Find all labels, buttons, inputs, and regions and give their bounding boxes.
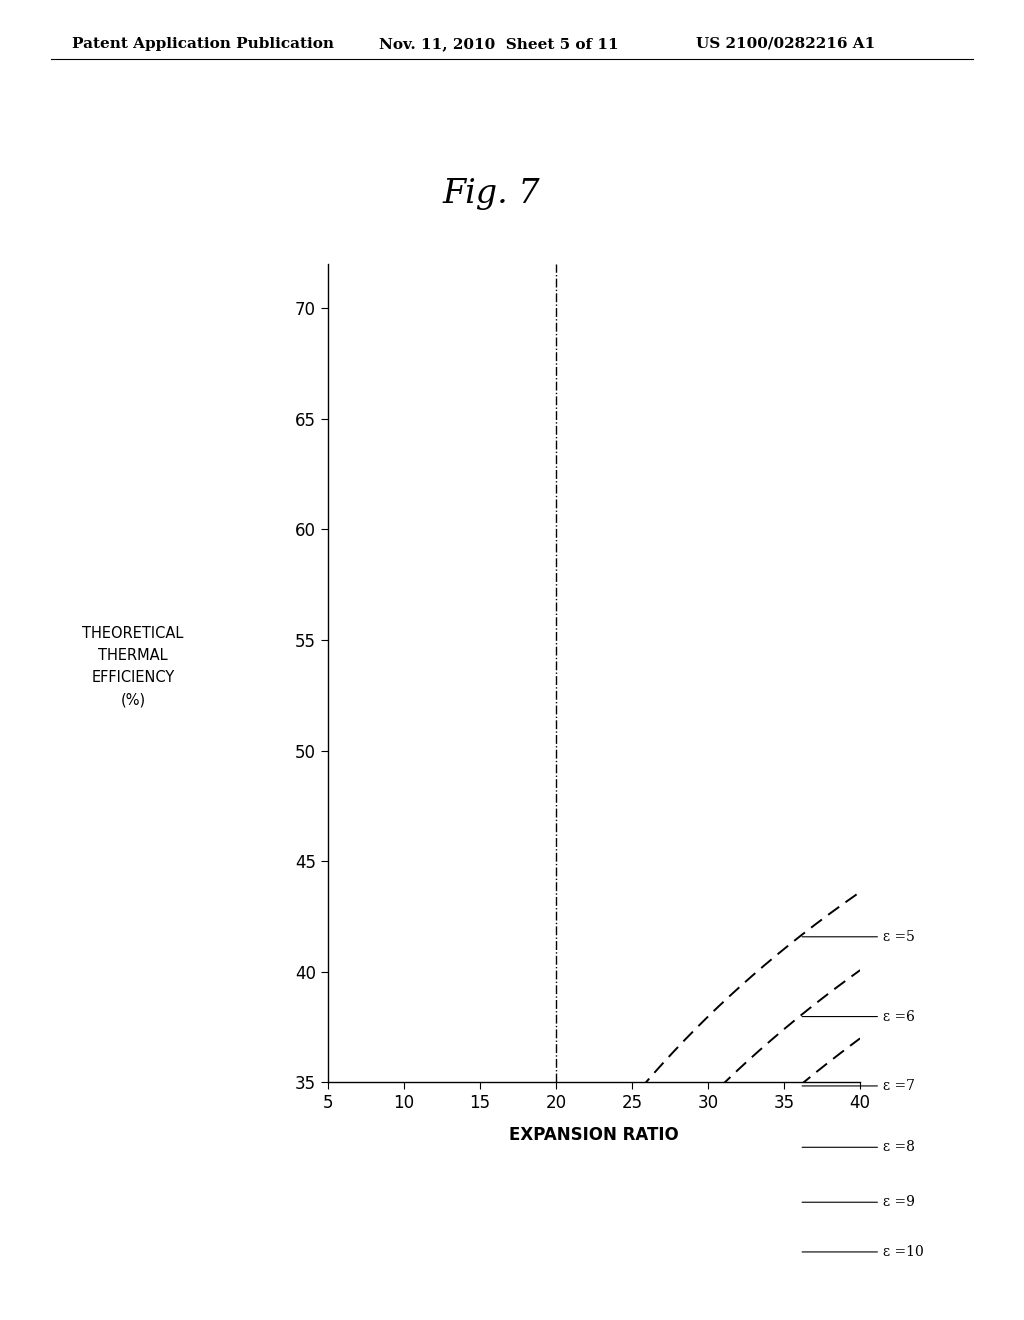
Text: ε =5: ε =5 bbox=[802, 929, 914, 944]
Text: Patent Application Publication: Patent Application Publication bbox=[72, 37, 334, 51]
Text: US 2100/0282216 A1: US 2100/0282216 A1 bbox=[696, 37, 876, 51]
Text: ε =8: ε =8 bbox=[802, 1140, 914, 1154]
Text: ε =9: ε =9 bbox=[802, 1195, 914, 1209]
Text: THEORETICAL
THERMAL
EFFICIENCY
(%): THEORETICAL THERMAL EFFICIENCY (%) bbox=[83, 626, 183, 708]
Text: ε =6: ε =6 bbox=[802, 1010, 914, 1023]
X-axis label: EXPANSION RATIO: EXPANSION RATIO bbox=[509, 1126, 679, 1144]
Text: ε =7: ε =7 bbox=[802, 1078, 915, 1093]
Text: ε =10: ε =10 bbox=[802, 1245, 924, 1259]
Text: Nov. 11, 2010  Sheet 5 of 11: Nov. 11, 2010 Sheet 5 of 11 bbox=[379, 37, 618, 51]
Text: Fig. 7: Fig. 7 bbox=[442, 178, 541, 210]
